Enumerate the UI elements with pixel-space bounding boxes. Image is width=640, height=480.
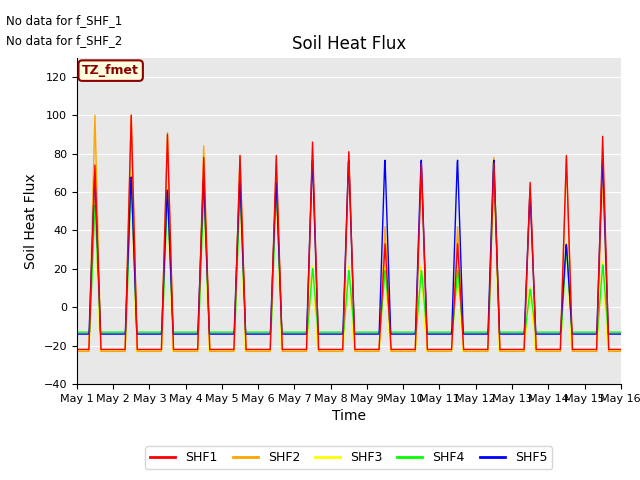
Title: Soil Heat Flux: Soil Heat Flux <box>292 35 406 53</box>
Y-axis label: Soil Heat Flux: Soil Heat Flux <box>24 173 38 269</box>
Legend: SHF1, SHF2, SHF3, SHF4, SHF5: SHF1, SHF2, SHF3, SHF4, SHF5 <box>145 446 552 469</box>
Text: TZ_fmet: TZ_fmet <box>82 64 139 77</box>
Text: No data for f_SHF_1: No data for f_SHF_1 <box>6 14 123 27</box>
Text: No data for f_SHF_2: No data for f_SHF_2 <box>6 34 123 47</box>
X-axis label: Time: Time <box>332 409 366 423</box>
